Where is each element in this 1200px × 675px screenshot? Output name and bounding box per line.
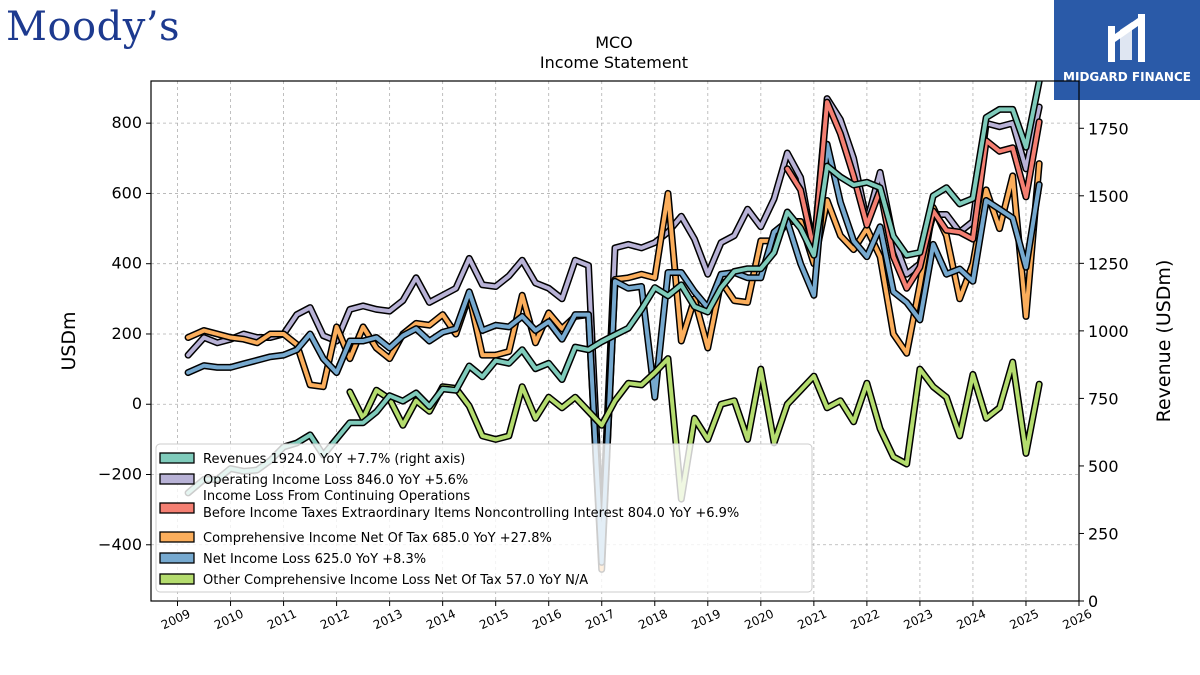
x-tick-label: 2026 bbox=[1061, 607, 1095, 633]
left-tick-label: 800 bbox=[111, 113, 142, 132]
chart-title: MCO bbox=[595, 33, 633, 52]
legend-label-operating: Operating Income Loss 846.0 YoY +5.6% bbox=[203, 473, 468, 488]
midgard-emblem-icon bbox=[1108, 14, 1145, 62]
legend-label-comprehensive: Comprehensive Income Net Of Tax 685.0 Yo… bbox=[203, 531, 552, 546]
left-tick-label: −400 bbox=[98, 535, 142, 554]
x-tick-label: 2018 bbox=[636, 607, 670, 633]
moodys-logo: Moody’s bbox=[6, 4, 181, 50]
x-tick-label: 2013 bbox=[371, 607, 405, 633]
legend-label-pretax: Before Income Taxes Extraordinary Items … bbox=[203, 506, 739, 521]
legend-label-oci: Other Comprehensive Income Loss Net Of T… bbox=[203, 573, 588, 588]
legend-swatch-operating bbox=[159, 473, 195, 485]
left-tick-label: 200 bbox=[111, 324, 142, 343]
right-tick-label: 500 bbox=[1088, 457, 1119, 476]
x-tick-label: 2009 bbox=[159, 607, 193, 633]
x-tick-label: 2024 bbox=[954, 607, 988, 633]
right-tick-label: 250 bbox=[1088, 524, 1119, 543]
left-axis-ticks: −400 −200 0 200 400 600 800 bbox=[98, 113, 151, 554]
x-tick-label: 2020 bbox=[742, 607, 776, 633]
legend-label-pretax: Income Loss From Continuing Operations bbox=[203, 489, 470, 504]
left-tick-label: 0 bbox=[132, 394, 142, 413]
legend-label-revenues: Revenues 1924.0 YoY +7.7% (right axis) bbox=[203, 452, 465, 467]
x-tick-label: 2021 bbox=[795, 607, 829, 633]
chart-subtitle: Income Statement bbox=[540, 53, 688, 72]
x-tick-label: 2014 bbox=[424, 607, 458, 633]
x-tick-label: 2015 bbox=[477, 607, 511, 633]
left-tick-label: 400 bbox=[111, 254, 142, 273]
right-axis-ticks: 0 250 500 750 1000 1250 1500 1750 bbox=[1079, 119, 1129, 611]
legend-label-net_income: Net Income Loss 625.0 YoY +8.3% bbox=[203, 552, 426, 567]
series-layer bbox=[184, 81, 1043, 573]
x-tick-label: 2019 bbox=[689, 607, 723, 633]
right-tick-label: 1500 bbox=[1088, 187, 1129, 206]
series-line-pretax bbox=[785, 100, 1042, 291]
legend-swatch-revenues bbox=[159, 452, 195, 464]
legend-swatch-comprehensive bbox=[159, 531, 195, 543]
midgard-finance-logo: MIDGARD FINANCE bbox=[1054, 0, 1200, 100]
left-axis-label: USDm bbox=[58, 311, 80, 370]
midgard-finance-label: MIDGARD FINANCE bbox=[1063, 70, 1191, 84]
x-tick-label: 2011 bbox=[265, 607, 299, 633]
right-tick-label: 1750 bbox=[1088, 119, 1129, 138]
series-line-net_income bbox=[186, 142, 1042, 565]
x-tick-label: 2017 bbox=[583, 607, 617, 633]
right-tick-label: 750 bbox=[1088, 389, 1119, 408]
left-tick-label: −200 bbox=[98, 465, 142, 484]
plot-frame bbox=[150, 80, 1080, 602]
chart-legend: Revenues 1924.0 YoY +7.7% (right axis) Op… bbox=[155, 443, 813, 593]
legend-swatch-pretax bbox=[159, 502, 195, 514]
x-tick-label: 2025 bbox=[1007, 607, 1041, 633]
legend-swatch-oci bbox=[159, 573, 195, 585]
series-line-oci bbox=[347, 356, 1042, 502]
x-tick-label: 2016 bbox=[530, 607, 564, 633]
right-axis-label: Revenue (USDm) bbox=[1153, 260, 1175, 423]
x-axis-ticks: 2009 2010 2011 2012 2013 2014 2015 2016 2017 2018… bbox=[159, 601, 1094, 632]
x-tick-label: 2023 bbox=[901, 607, 935, 633]
right-tick-label: 0 bbox=[1088, 592, 1098, 611]
x-tick-label: 2012 bbox=[318, 607, 352, 633]
legend-swatch-net_income bbox=[159, 552, 195, 564]
x-tick-label: 2022 bbox=[848, 607, 882, 633]
legend-frame bbox=[155, 443, 813, 593]
left-tick-label: 600 bbox=[111, 183, 142, 202]
right-tick-label: 1250 bbox=[1088, 254, 1129, 273]
x-tick-label: 2010 bbox=[212, 607, 246, 633]
right-tick-label: 1000 bbox=[1088, 322, 1129, 341]
